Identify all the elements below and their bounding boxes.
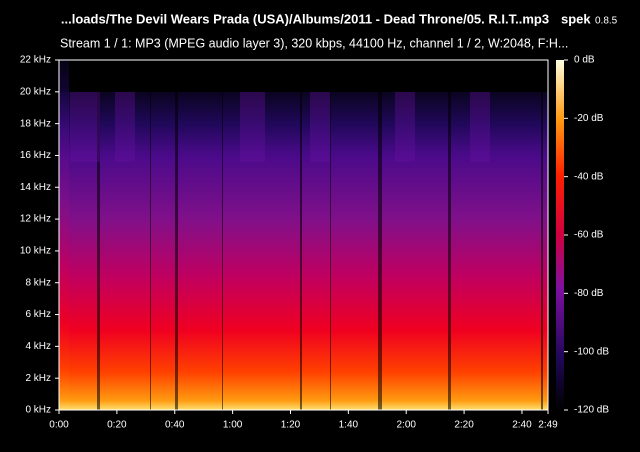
- spectrogram-intro: [59, 60, 69, 410]
- app-version: 0.8.5: [595, 16, 618, 27]
- x-tick-label: 0:40: [165, 420, 185, 431]
- bright-band: [395, 92, 415, 162]
- spectrogram: [59, 92, 548, 410]
- file-title: ...loads/The Devil Wears Prada (USA)/Alb…: [61, 11, 549, 26]
- x-tick-label: 2:40: [512, 420, 532, 431]
- dark-strip: [300, 92, 302, 410]
- level-tick-label: -120 dB: [574, 405, 609, 416]
- dark-strip: [150, 92, 151, 410]
- level-tick-label: -40 dB: [574, 171, 604, 182]
- dark-strip: [222, 92, 223, 410]
- spectrogram-texture: [70, 92, 543, 410]
- y-tick-label: 14 kHz: [20, 182, 51, 193]
- level-tick-label: 0 dB: [574, 55, 595, 66]
- x-tick-label: 0:00: [49, 420, 69, 431]
- y-tick-label: 0 kHz: [25, 405, 51, 416]
- y-tick-label: 22 kHz: [20, 55, 51, 66]
- level-colorbar: [556, 60, 564, 410]
- x-tick-label: 1:00: [223, 420, 243, 431]
- bright-band: [240, 92, 265, 162]
- y-tick-label: 6 kHz: [25, 309, 51, 320]
- x-tick-label: 2:49: [538, 420, 558, 431]
- y-tick-label: 10 kHz: [20, 246, 51, 257]
- dark-strip: [448, 92, 451, 410]
- bright-band: [70, 92, 100, 162]
- level-tick-label: -20 dB: [574, 113, 604, 124]
- bright-band: [115, 92, 135, 162]
- x-tick-label: 0:20: [107, 420, 127, 431]
- dark-strip: [175, 92, 178, 410]
- y-tick-label: 4 kHz: [25, 341, 51, 352]
- y-tick-label: 12 kHz: [20, 214, 51, 225]
- level-tick-label: -80 dB: [574, 288, 604, 299]
- dark-strip: [541, 92, 543, 410]
- level-tick-label: -100 dB: [574, 346, 609, 357]
- y-tick-label: 20 kHz: [20, 86, 51, 97]
- y-tick-label: 8 kHz: [25, 277, 51, 288]
- stream-info: Stream 1 / 1: MP3 (MPEG audio layer 3), …: [60, 36, 568, 50]
- y-tick-label: 16 kHz: [20, 150, 51, 161]
- dark-strip: [378, 92, 382, 410]
- x-tick-label: 2:20: [454, 420, 474, 431]
- level-tick-label: -60 dB: [574, 230, 604, 241]
- x-tick-label: 2:00: [396, 420, 416, 431]
- dark-strip: [330, 92, 331, 410]
- y-tick-label: 2 kHz: [25, 373, 51, 384]
- y-tick-label: 18 kHz: [20, 118, 51, 129]
- bright-band: [470, 92, 490, 162]
- bright-band: [310, 92, 330, 162]
- app-name: spek: [561, 11, 591, 26]
- plot-frame: [58, 59, 549, 411]
- x-tick-label: 1:40: [339, 420, 359, 431]
- axes: 0 kHz 2 kHz 4 kHz 6 kHz 8 kHz 10 kHz 12 kHz 14 …: [20, 55, 609, 431]
- x-tick-label: 1:20: [281, 420, 301, 431]
- dark-strip: [97, 92, 100, 410]
